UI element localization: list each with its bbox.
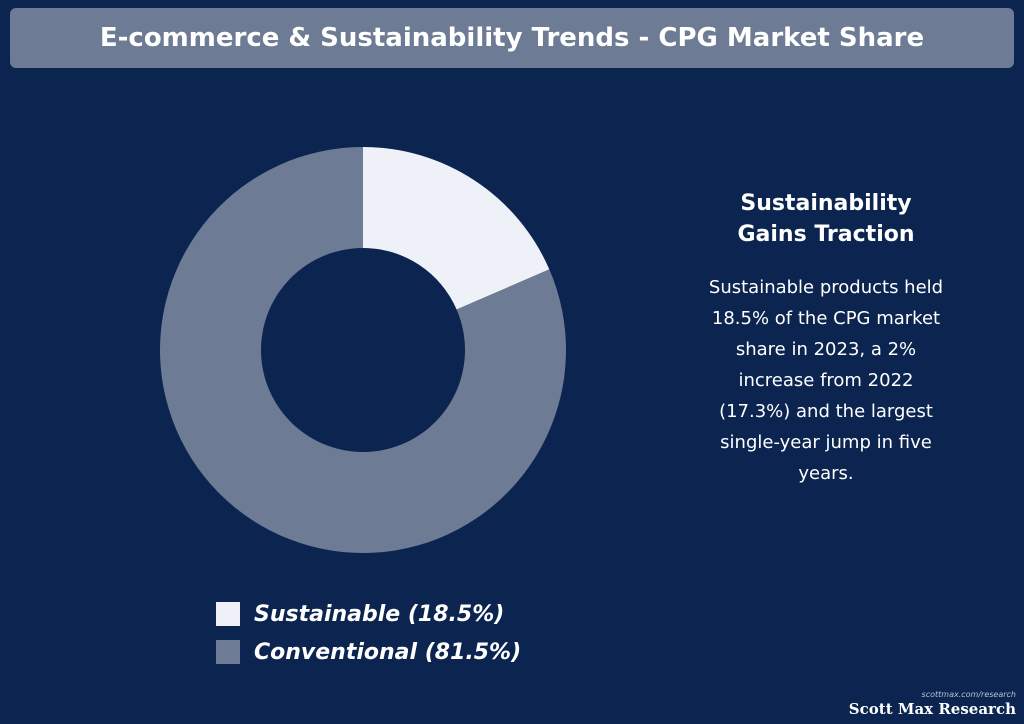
chart-title: E-commerce & Sustainability Trends - CPG…	[99, 23, 925, 53]
insight-body: Sustainable products held 18.5% of the C…	[708, 277, 944, 484]
donut-slices	[160, 147, 566, 553]
brand-name: Scott Max Research	[848, 700, 1016, 718]
legend-swatch-conventional	[216, 640, 240, 664]
legend-item-conventional: Conventional (81.5%)	[216, 634, 521, 670]
title-bar: E-commerce & Sustainability Trends - CPG…	[10, 8, 1014, 68]
insight-heading: Sustainability Gains Traction	[737, 191, 915, 247]
donut-chart	[160, 147, 566, 553]
brand-url: scottmax.com/research	[921, 690, 1016, 699]
chart-legend: Sustainable (18.5%) Conventional (81.5%)	[216, 596, 521, 672]
donut-slice-conventional	[160, 147, 566, 553]
donut-slice-sustainable	[363, 147, 550, 310]
insight-panel: Sustainability Gains Traction Sustainabl…	[686, 188, 966, 489]
brand-mark: scottmax.com/research Scott Max Research	[849, 690, 1016, 718]
legend-item-sustainable: Sustainable (18.5%)	[216, 596, 521, 632]
legend-label-conventional: Conventional (81.5%)	[254, 639, 522, 665]
legend-label-sustainable: Sustainable (18.5%)	[254, 601, 505, 627]
legend-swatch-sustainable	[216, 602, 240, 626]
